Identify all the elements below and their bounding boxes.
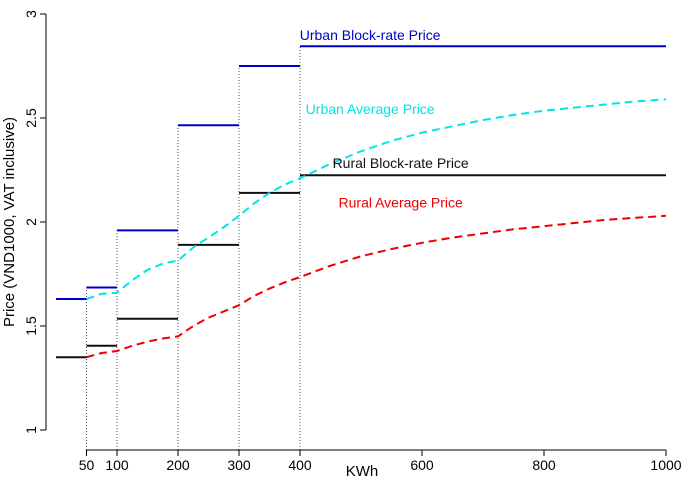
series-rural-average-price bbox=[86, 214, 667, 359]
average-curve bbox=[86, 214, 667, 359]
y-axis-label: Price (VND1000, VAT inclusive) bbox=[1, 117, 18, 327]
series-label: Rural Block-rate Price bbox=[333, 155, 469, 171]
y-tick-label: 3 bbox=[23, 10, 39, 18]
y-tick-label: 2 bbox=[23, 218, 39, 226]
x-tick-label: 600 bbox=[410, 457, 434, 473]
y-tick-label: 1.5 bbox=[23, 316, 39, 336]
x-tick-label: 300 bbox=[227, 457, 251, 473]
series-urban-block-rate-price bbox=[56, 45, 666, 300]
x-tick-label: 200 bbox=[166, 457, 190, 473]
x-tick-label: 1000 bbox=[650, 457, 681, 473]
annotations: Urban Block-rate Price Urban Average Pric… bbox=[300, 27, 469, 210]
series-label: Rural Average Price bbox=[339, 194, 463, 210]
series-label: Urban Block-rate Price bbox=[300, 27, 441, 43]
x-tick-label: 100 bbox=[105, 457, 129, 473]
x-tick-label: 50 bbox=[79, 457, 95, 473]
plot-series bbox=[56, 45, 667, 359]
axes: 50 100 200 300 400 600 800 1000 1 1.5 2 2.5 3 bbox=[23, 10, 682, 473]
series-label: Urban Average Price bbox=[306, 101, 435, 117]
y-tick-label: 2.5 bbox=[23, 108, 39, 128]
y-tick-label: 1 bbox=[23, 426, 39, 434]
x-axis-label: KWh bbox=[346, 463, 379, 480]
block-boundary-lines bbox=[86, 46, 301, 450]
x-tick-label: 400 bbox=[288, 457, 312, 473]
x-tick-label: 800 bbox=[532, 457, 556, 473]
